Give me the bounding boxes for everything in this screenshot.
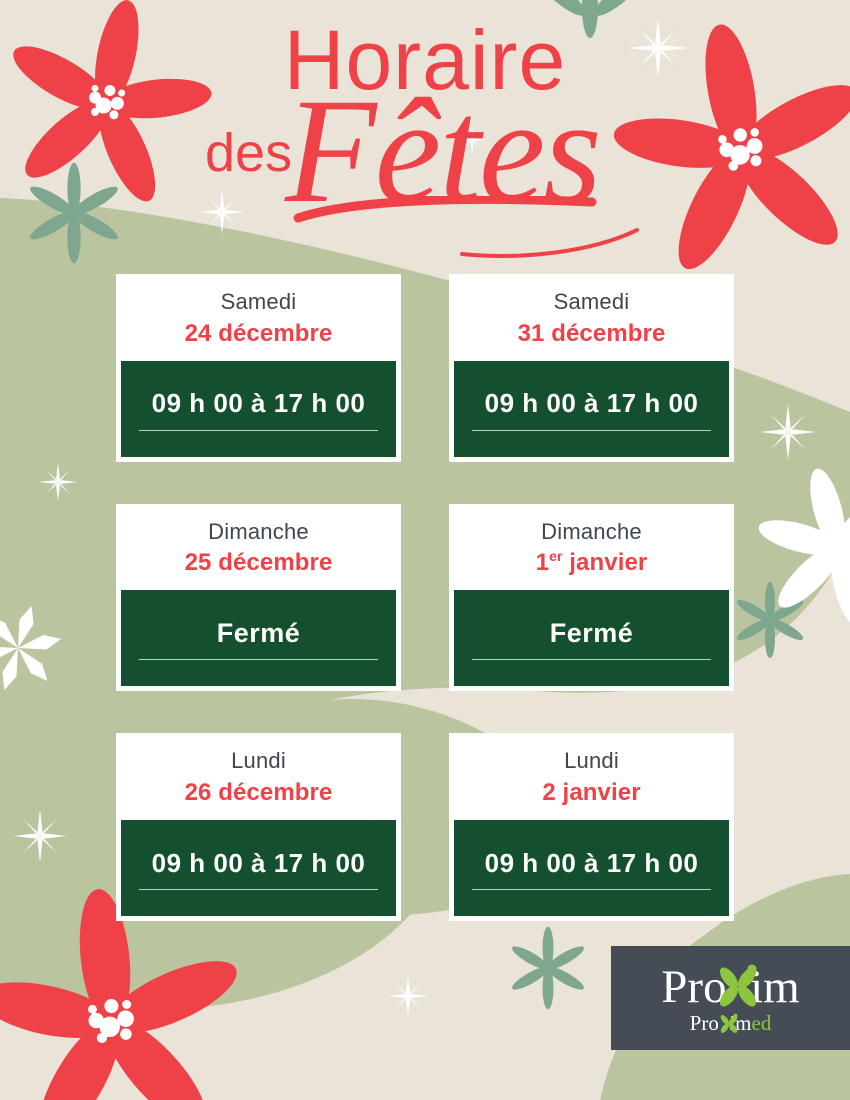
card-hours: 09 h 00 à 17 h 00 [484,388,699,419]
hours-card: Samedi 24 décembre 09 h 00 à 17 h 00 [116,274,401,462]
card-hours: Fermé [549,617,634,648]
poster-header: Horaire des Fêtes [0,13,850,258]
card-day: Dimanche [541,518,642,544]
card-hours-panel: 09 h 00 à 17 h 00 [454,820,729,917]
card-date: 25 décembre [184,549,333,577]
logo-subbrand: Proximed [672,1011,790,1035]
green-flower-top [542,0,638,38]
proxim-logo: Proxim Proximed [611,946,850,1050]
hours-card: Samedi 31 décembre 09 h 00 à 17 h 00 [449,274,734,462]
title-horaire: Horaire [283,13,567,107]
butterfly-leaf-small-icon [720,1013,737,1033]
card-hours-panel: Fermé [454,590,729,687]
logo-sub-suffix: ed [751,1011,772,1035]
card-day: Samedi [220,289,297,314]
card-date: 26 décembre [184,778,333,806]
card-hours: 09 h 00 à 17 h 00 [151,847,366,878]
logo-wordmark: Proxim [636,961,826,1013]
card-rule [139,889,378,891]
card-day: Lundi [564,748,619,774]
hours-row-3: Lundi 26 décembre 09 h 00 à 17 h 00 Lund… [0,733,850,922]
card-rule [139,429,378,431]
card-header: Dimanche 1er janvier [449,503,734,591]
card-hours-panel: 09 h 00 à 17 h 00 [454,360,729,457]
card-rule [472,889,711,891]
card-hours-panel: 09 h 00 à 17 h 00 [121,360,396,457]
card-hours: 09 h 00 à 17 h 00 [484,847,699,878]
hours-card: Dimanche 25 décembre Fermé [116,503,401,692]
card-date: 2 janvier [542,778,641,806]
hours-row-2: Dimanche 25 décembre Fermé Dimanche 1er … [0,503,850,692]
butterfly-leaf-icon [719,964,756,1007]
card-hours-panel: 09 h 00 à 17 h 00 [121,820,396,917]
card-rule [139,659,378,661]
hours-grid: Samedi 24 décembre 09 h 00 à 17 h 00 Sam… [0,274,850,963]
script-swash [293,196,639,258]
hours-card: Lundi 26 décembre 09 h 00 à 17 h 00 [116,733,401,922]
hours-card: Dimanche 1er janvier Fermé [449,503,734,692]
logo-prefix: Pro [661,961,727,1013]
logo-sub-prefix: Pro [689,1011,719,1035]
logo-wordmark-text: Proxim [636,961,826,1013]
card-header: Dimanche 25 décembre [116,503,401,591]
hours-card: Lundi 2 janvier 09 h 00 à 17 h 00 [449,733,734,922]
logo-suffix: im [750,961,800,1013]
card-hours: Fermé [216,617,301,648]
card-hours-panel: Fermé [121,590,396,687]
card-date-month: janvier [562,549,648,577]
title-des: des [205,123,293,183]
card-header: Lundi 26 décembre [116,733,401,821]
card-date: 31 décembre [517,319,666,347]
card-header: Samedi 24 décembre [116,274,401,361]
card-date: 1er janvier [459,547,724,578]
card-rule [472,659,711,661]
card-day: Samedi [553,289,630,314]
card-date-number: 1 [535,549,550,577]
card-rule [472,429,711,431]
title-second-line: des Fêtes [0,76,850,258]
card-date: 24 décembre [184,319,333,347]
card-header: Lundi 2 janvier [449,733,734,821]
card-header: Samedi 31 décembre [449,274,734,361]
card-hours: 09 h 00 à 17 h 00 [151,388,366,419]
card-day: Lundi [231,748,286,774]
hours-row-1: Samedi 24 décembre 09 h 00 à 17 h 00 Sam… [0,274,850,462]
card-date-ordinal: er [549,548,563,565]
card-day: Dimanche [208,518,309,544]
